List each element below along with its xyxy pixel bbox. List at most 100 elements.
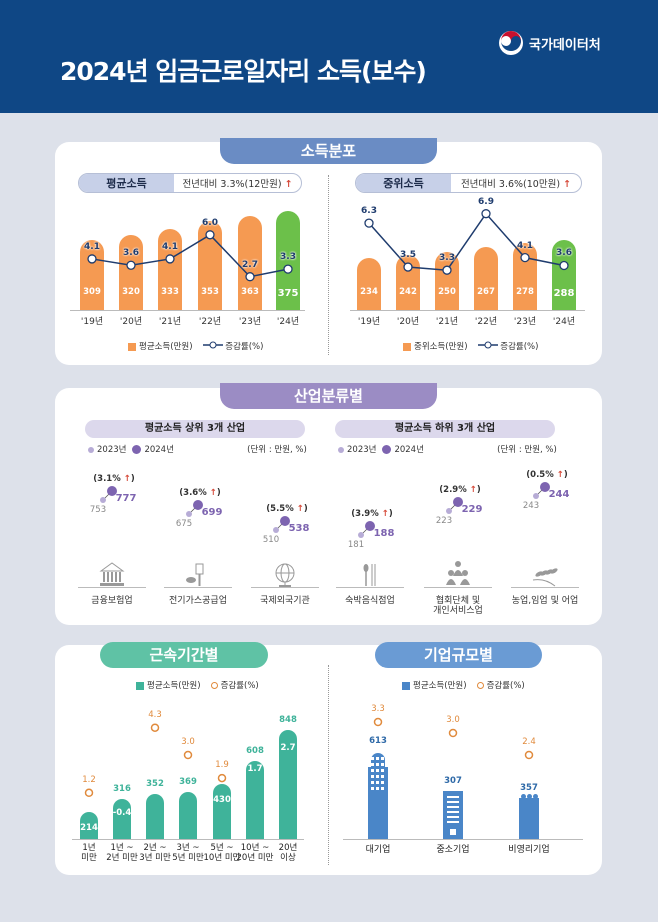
rate-value: 2.9% <box>443 485 467 495</box>
legend-label: 증감률(%) <box>225 342 264 352</box>
bar <box>435 252 459 310</box>
point-2023 <box>186 511 192 517</box>
rate-value: 3.1% <box>97 474 121 484</box>
pill-value: 전년대비 3.6%(10만원) ↑ <box>451 176 581 190</box>
window <box>371 781 374 784</box>
legend-label: 증감률(%) <box>220 681 259 691</box>
value-2024: 229 <box>461 504 483 515</box>
x-tick-label: '23년 <box>513 317 537 327</box>
rate-point <box>403 262 413 272</box>
bar-value-label: 267 <box>477 287 495 297</box>
bar <box>179 791 197 839</box>
bar-value-label: 352 <box>146 778 164 789</box>
bar <box>238 216 262 310</box>
legend-label: 중위소득(만원) <box>414 342 468 352</box>
legend-label: 증감률(%) <box>486 681 525 691</box>
rate-label: 1.7 <box>247 764 263 775</box>
up-arrow-icon: ↑ <box>206 488 217 498</box>
category-label: 국제외국기관 <box>260 596 310 606</box>
bar-value-label: 608 <box>246 746 264 757</box>
rate-label: -0.4 <box>112 808 132 819</box>
unit-label: (단위 : 만원, %) <box>497 445 557 455</box>
rate-label: (0.5% ↑) <box>526 470 568 480</box>
rate-point <box>442 265 452 275</box>
rate-label: 3.5 <box>400 250 416 261</box>
up-arrow-icon: ↑ <box>284 179 293 190</box>
up-arrow-icon: ↑ <box>466 485 477 495</box>
rate-point <box>559 260 569 271</box>
divider <box>328 665 329 865</box>
bar-value-label: 242 <box>399 287 417 297</box>
rate-point <box>245 272 255 282</box>
rate-label: 4.1 <box>162 241 178 252</box>
point-2024 <box>540 482 550 492</box>
up-arrow-icon: ↑ <box>553 470 564 480</box>
point-2024 <box>107 486 117 496</box>
window <box>381 787 384 790</box>
rate-point <box>87 254 97 264</box>
x-tick-label: 1년 ~ 2년 미만 <box>106 843 138 863</box>
bar-value-label: 320 <box>122 287 140 297</box>
bar-swatch <box>402 681 410 690</box>
rate-label: 1.2 <box>82 774 96 785</box>
pill-desc: 전년대비 3.6%(10만원) <box>460 179 561 190</box>
x-tick-label: 3년 ~ 5년 미만 <box>172 843 204 863</box>
rate-value: 3.9% <box>355 509 379 519</box>
window <box>381 769 384 772</box>
globe-icon <box>275 563 295 587</box>
bar-swatch <box>136 681 144 690</box>
value-2023: 675 <box>175 519 193 529</box>
value-2023: 753 <box>89 505 107 515</box>
rate-point <box>364 218 374 228</box>
x-tick-label: 1년 미만 <box>81 843 97 863</box>
point-2023 <box>446 508 452 514</box>
line-marker-icon <box>477 341 498 349</box>
x-tick-label: 20년 이상 <box>278 843 298 863</box>
rate-point <box>283 264 293 274</box>
point-2023 <box>100 497 106 503</box>
rate-label: (2.9% ↑) <box>439 485 481 495</box>
legend-label: 2023년 <box>347 445 377 455</box>
rate-point <box>84 788 94 798</box>
x-tick-label: '22년 <box>198 317 222 327</box>
rate-point <box>481 209 491 219</box>
window <box>371 769 374 772</box>
bar <box>474 246 498 310</box>
up-arrow-icon: ↑ <box>120 474 131 484</box>
bar-value-label: 848 <box>279 715 297 726</box>
x-tick-label: '19년 <box>80 317 104 327</box>
rate-line <box>368 212 565 271</box>
x-tick-label: '20년 <box>119 317 143 327</box>
bar-value-label: 278 <box>516 287 534 297</box>
value-2023: 181 <box>347 540 365 550</box>
value-2023: 223 <box>435 516 453 526</box>
dot-2024 <box>132 445 142 454</box>
line-marker-icon <box>202 341 223 349</box>
taegeuk-icon <box>499 31 523 55</box>
rate-label: 4.1 <box>84 241 100 252</box>
section-tab-industry: 산업분류별 <box>220 383 437 409</box>
legend-tenure: 평균소득(만원) 증감률(%) <box>136 679 259 691</box>
large-building-icon <box>368 767 388 839</box>
window <box>376 757 379 760</box>
window <box>376 781 379 784</box>
value-2024: 244 <box>548 489 570 500</box>
plug-icon <box>186 563 204 586</box>
person-head <box>521 794 526 799</box>
up-arrow-icon: ↑ <box>563 179 572 190</box>
rate-circle-icon <box>210 682 218 689</box>
bar-value-label: 430 <box>213 794 231 805</box>
bar <box>119 235 143 310</box>
point-2023 <box>358 532 364 538</box>
utensils-icon <box>363 564 376 586</box>
rate-point <box>524 750 534 760</box>
point-2023 <box>273 527 279 533</box>
pill-value: 전년대비 3.3%(12만원) ↑ <box>174 176 301 190</box>
value-2023: 510 <box>262 535 280 545</box>
rate-value: 0.5% <box>530 470 554 480</box>
rate-point <box>150 723 160 732</box>
window <box>447 821 459 823</box>
legend-label: 평균소득(만원) <box>139 342 193 352</box>
up-arrow-icon: ↑ <box>378 509 389 519</box>
